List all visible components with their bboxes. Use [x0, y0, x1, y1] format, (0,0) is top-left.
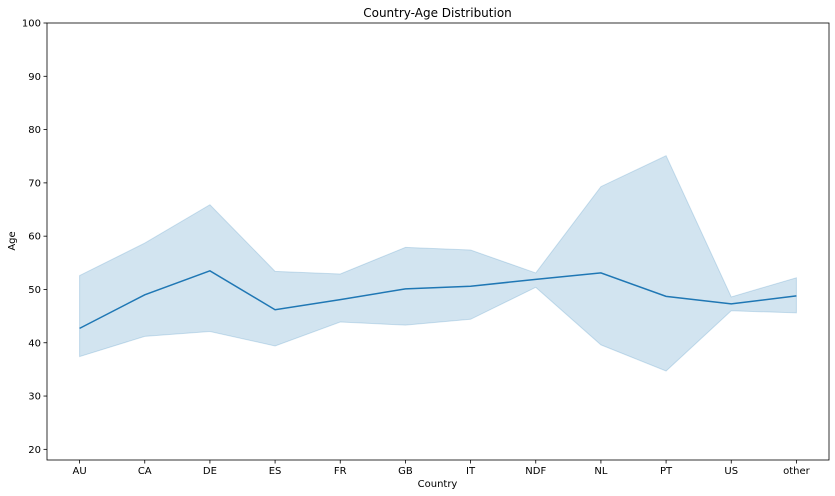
x-tick-label-es: ES	[269, 466, 282, 477]
x-tick-label-pt: PT	[660, 466, 673, 477]
x-tick-label-au: AU	[72, 466, 86, 477]
y-tick-label: 20	[28, 445, 41, 456]
y-axis: 20 30 40 50 60 70 80 90 100	[22, 19, 47, 456]
y-tick-label: 30	[28, 392, 41, 403]
x-tick-label-it: IT	[466, 466, 476, 477]
plot-area	[79, 155, 797, 372]
x-axis-label: Country	[418, 479, 458, 490]
x-tick-label-de: DE	[203, 466, 217, 477]
x-axis: AU CA DE ES FR GB IT NDF NL PT US other	[72, 460, 811, 477]
x-tick-label-ca: CA	[138, 466, 152, 477]
chart-title: Country-Age Distribution	[363, 6, 512, 20]
x-tick-label-ndf: NDF	[525, 466, 546, 477]
y-axis-label: Age	[7, 231, 18, 250]
x-tick-label-nl: NL	[594, 466, 607, 477]
y-tick-label: 70	[28, 178, 41, 189]
plot-frame	[46, 22, 830, 461]
y-tick-label: 90	[28, 72, 41, 83]
series-line	[79, 269, 797, 330]
x-tick-label-fr: FR	[334, 466, 347, 477]
x-tick-label-gb: GB	[398, 466, 413, 477]
confidence-band	[79, 155, 797, 372]
y-tick-label: 40	[28, 338, 41, 349]
x-tick-label-other: other	[783, 466, 811, 477]
x-tick-label-us: US	[724, 466, 738, 477]
y-tick-label: 60	[28, 232, 41, 243]
y-tick-label: 100	[22, 19, 41, 30]
y-tick-label: 50	[28, 285, 41, 296]
y-tick-label: 80	[28, 125, 41, 136]
